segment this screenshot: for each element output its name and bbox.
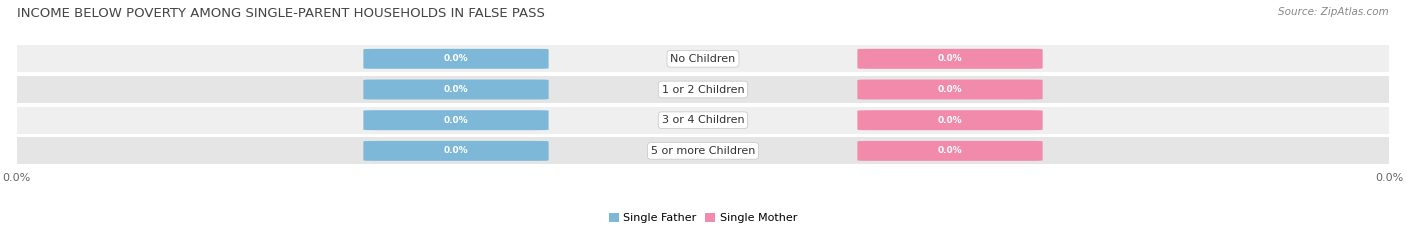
FancyBboxPatch shape [858, 110, 1043, 130]
Text: No Children: No Children [671, 54, 735, 64]
Text: 0.0%: 0.0% [938, 146, 962, 155]
Text: 0.0%: 0.0% [444, 116, 468, 125]
Legend: Single Father, Single Mother: Single Father, Single Mother [605, 208, 801, 228]
FancyBboxPatch shape [858, 141, 1043, 161]
Text: 0.0%: 0.0% [444, 146, 468, 155]
Bar [17, 76, 1389, 103]
Bar [17, 137, 1389, 164]
FancyBboxPatch shape [363, 110, 548, 130]
FancyBboxPatch shape [858, 79, 1043, 99]
Text: 0.0%: 0.0% [938, 54, 962, 63]
FancyBboxPatch shape [858, 49, 1043, 69]
Text: 5 or more Children: 5 or more Children [651, 146, 755, 156]
Text: INCOME BELOW POVERTY AMONG SINGLE-PARENT HOUSEHOLDS IN FALSE PASS: INCOME BELOW POVERTY AMONG SINGLE-PARENT… [17, 7, 544, 20]
FancyBboxPatch shape [363, 79, 548, 99]
FancyBboxPatch shape [363, 49, 548, 69]
Bar [17, 107, 1389, 134]
Text: 0.0%: 0.0% [444, 54, 468, 63]
Text: 1 or 2 Children: 1 or 2 Children [662, 85, 744, 95]
Text: Source: ZipAtlas.com: Source: ZipAtlas.com [1278, 7, 1389, 17]
Text: 0.0%: 0.0% [938, 85, 962, 94]
Text: 3 or 4 Children: 3 or 4 Children [662, 115, 744, 125]
Text: 0.0%: 0.0% [444, 85, 468, 94]
FancyBboxPatch shape [363, 141, 548, 161]
Bar [17, 45, 1389, 72]
Text: 0.0%: 0.0% [938, 116, 962, 125]
